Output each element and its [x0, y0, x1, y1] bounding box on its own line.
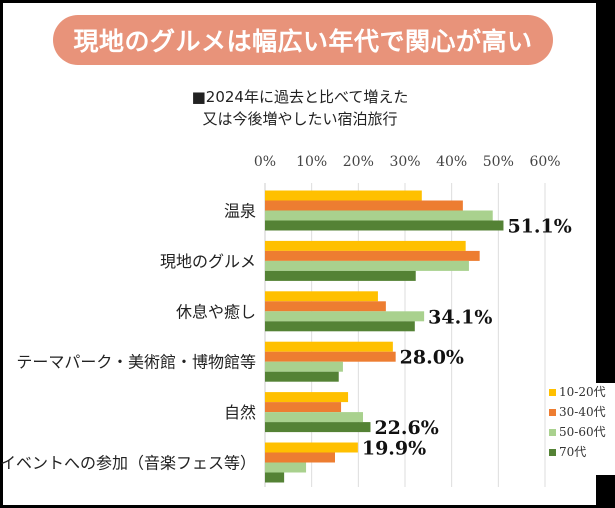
bar-10-20代: [265, 291, 378, 302]
legend-swatch: [549, 429, 556, 436]
bar-70代: [265, 472, 285, 483]
x-tick-label: 20%: [343, 154, 374, 170]
bar-30-40代: [265, 250, 480, 261]
bar-70代: [265, 321, 415, 332]
legend-swatch: [549, 449, 556, 456]
bar-10-20代: [265, 190, 422, 201]
x-tick-label: 60%: [529, 154, 560, 170]
bar-70代: [265, 270, 416, 281]
category-label: テーマパーク・美術館・博物館等: [16, 353, 256, 372]
data-label: 51.1%: [507, 216, 571, 238]
data-label: 19.9%: [362, 438, 426, 460]
category-label: 自然: [224, 403, 256, 422]
legend-label: 70代: [559, 445, 586, 459]
category-label: 現地のグルメ: [160, 252, 256, 271]
bar-10-20代: [265, 392, 349, 403]
bar-30-40代: [265, 402, 342, 413]
category-label: 休息や癒し: [176, 302, 256, 321]
bar-70代: [265, 422, 371, 433]
chart-title: 現地のグルメは幅広い年代で関心が高い: [53, 15, 553, 65]
subtitle-line-1: ■2024年に過去と比べて増えた: [191, 88, 409, 106]
bar-30-40代: [265, 351, 396, 362]
legend-label: 30-40代: [559, 405, 606, 419]
legend-label: 10-20代: [559, 385, 606, 399]
bar-30-40代: [265, 200, 463, 211]
bar-70代: [265, 220, 504, 231]
legend-swatch: [549, 389, 556, 396]
legend-swatch: [549, 409, 556, 416]
subtitle-line-2: 又は今後増やしたい宿泊旅行: [202, 110, 398, 128]
legend-background: [545, 383, 615, 475]
bar-50-60代: [265, 210, 493, 221]
data-label: 34.1%: [428, 306, 492, 328]
bar-50-60代: [265, 311, 425, 322]
x-tick-label: 40%: [436, 154, 467, 170]
category-label: 趣味のイベントへの参加（音楽フェス等）: [0, 454, 256, 473]
bar-10-20代: [265, 442, 358, 453]
category-label: 温泉: [224, 202, 256, 221]
data-label: 28.0%: [400, 347, 464, 369]
x-tick-label: 30%: [389, 154, 420, 170]
bar-70代: [265, 371, 339, 382]
x-tick-label: 10%: [296, 154, 327, 170]
x-tick-label: 50%: [483, 154, 514, 170]
bar-50-60代: [265, 260, 469, 271]
bar-30-40代: [265, 452, 335, 463]
bar-50-60代: [265, 462, 307, 473]
bar-10-20代: [265, 240, 466, 251]
bar-30-40代: [265, 301, 386, 312]
bar-10-20代: [265, 341, 393, 352]
bar-50-60代: [265, 361, 343, 372]
bar-50-60代: [265, 412, 363, 423]
legend-label: 50-60代: [559, 425, 606, 439]
data-label: 22.6%: [374, 417, 438, 439]
x-tick-label: 0%: [254, 154, 276, 170]
